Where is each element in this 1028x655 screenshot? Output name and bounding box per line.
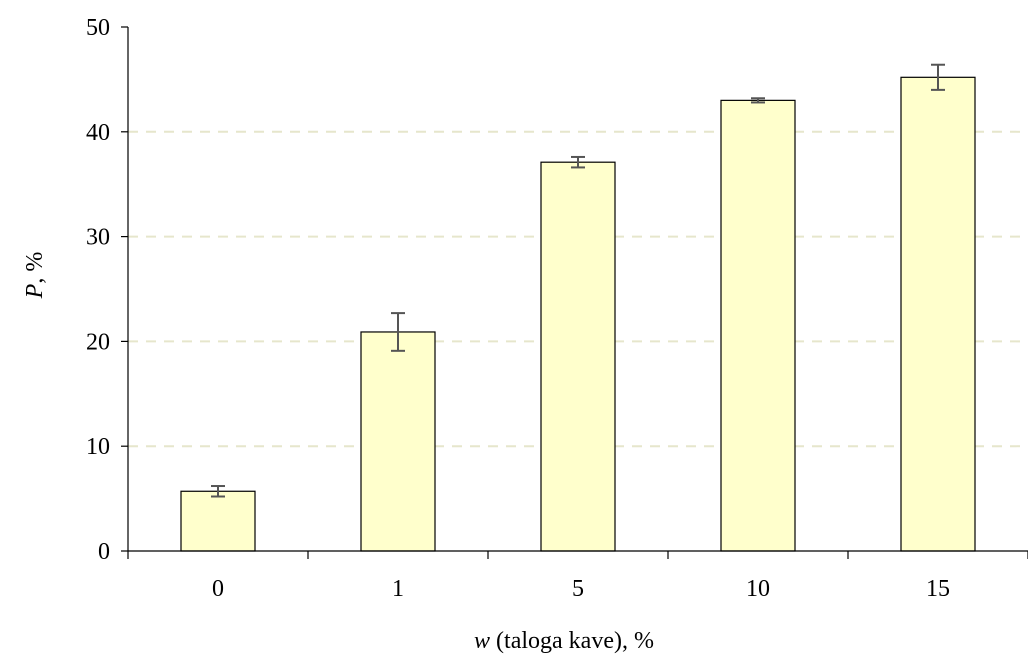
x-tick-label: 15 — [926, 576, 950, 602]
x-tick-label: 10 — [746, 576, 770, 602]
x-axis-label: w (taloga kave), % — [474, 628, 654, 654]
bar — [360, 331, 436, 552]
y-tick-label: 0 — [98, 539, 110, 565]
y-tick-label: 50 — [86, 15, 110, 41]
axes — [121, 26, 1028, 559]
error-bars — [211, 63, 945, 498]
bar — [720, 99, 796, 552]
y-tick-label: 40 — [86, 120, 110, 146]
x-tick-labels: 0 1 5 10 15 — [212, 576, 950, 602]
y-tick-label: 20 — [86, 329, 110, 355]
bar — [180, 490, 256, 552]
y-axis-label: P, % — [22, 252, 48, 300]
x-tick-label: 0 — [212, 576, 224, 602]
y-tick-labels: 0 10 20 30 40 50 — [86, 15, 110, 565]
x-tick-label: 1 — [392, 576, 404, 602]
y-tick-label: 10 — [86, 434, 110, 460]
y-tick-label: 30 — [86, 225, 110, 251]
bars — [180, 76, 976, 552]
x-tick-label: 5 — [572, 576, 584, 602]
bar — [540, 161, 616, 552]
bar — [900, 76, 976, 552]
